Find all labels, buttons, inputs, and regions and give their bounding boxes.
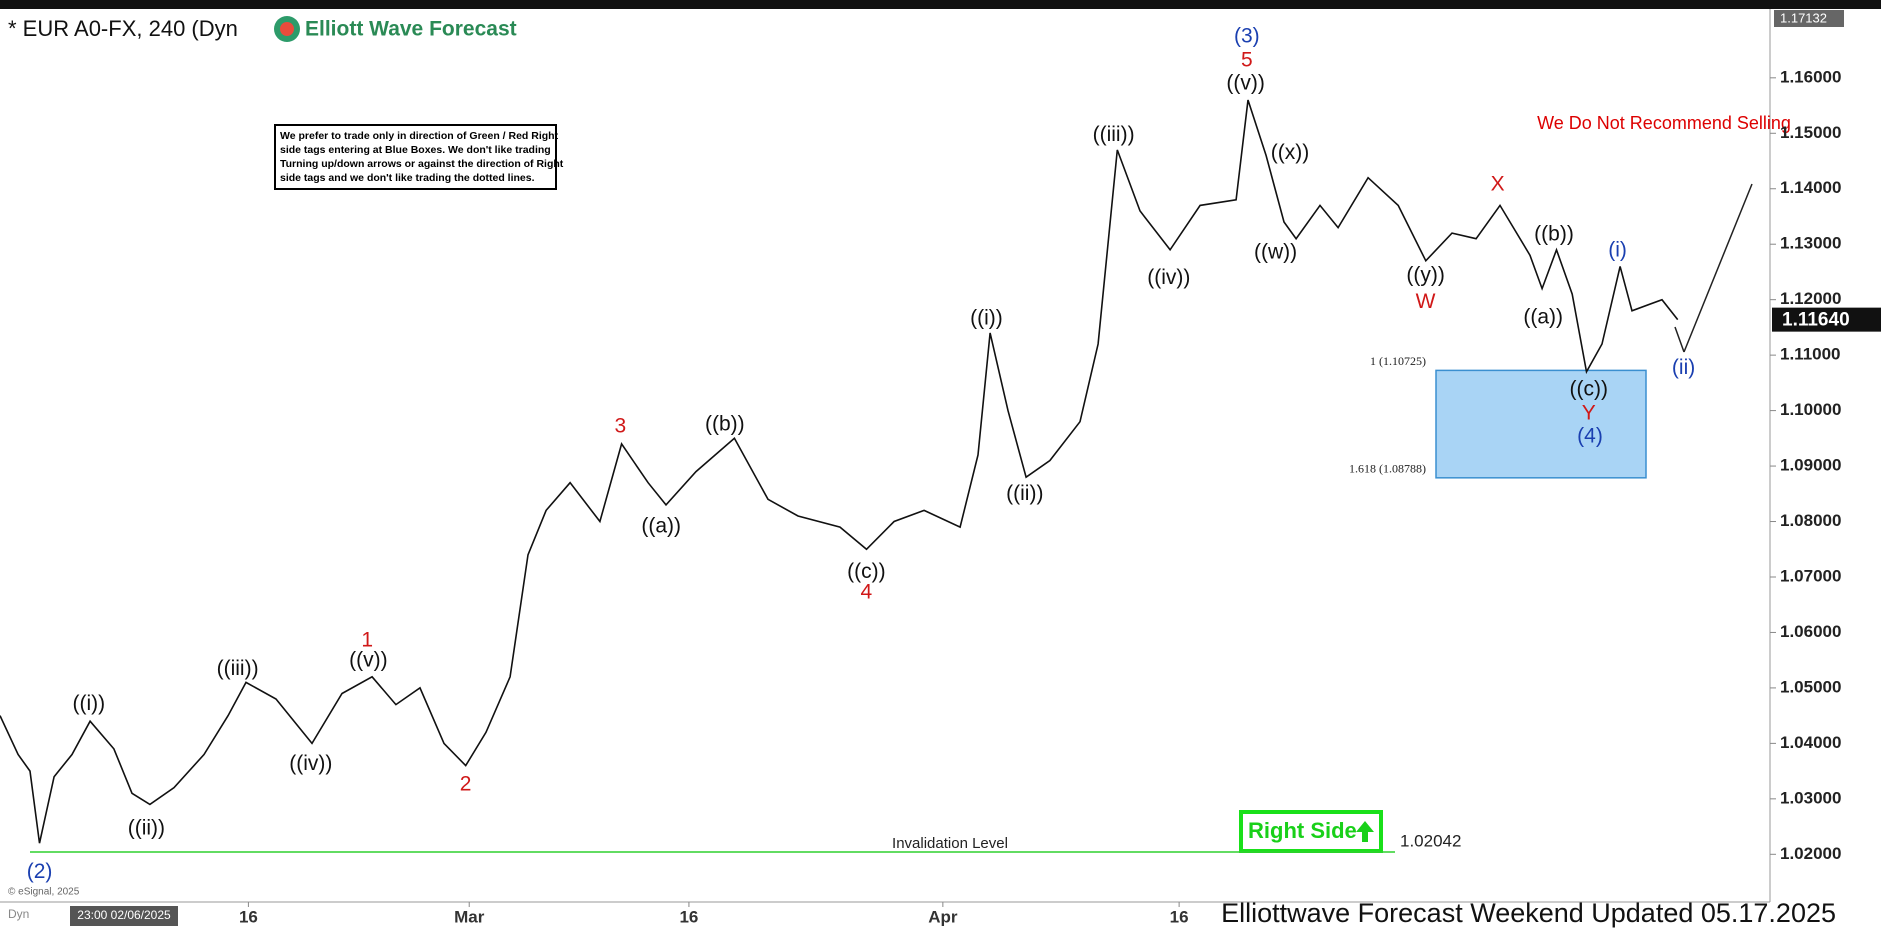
wave-label: ((y)) — [1406, 264, 1444, 287]
wave-label: ((a)) — [641, 514, 681, 537]
right-side-text: Right Side — [1248, 818, 1357, 843]
wave-label: X — [1491, 172, 1505, 195]
top-price: 1.17132 — [1780, 10, 1827, 25]
fib-top-label: 1 (1.10725) — [1370, 354, 1426, 368]
wave-label: 1 — [361, 628, 373, 651]
wave-label: W — [1416, 290, 1436, 313]
copyright: © eSignal, 2025 — [8, 887, 80, 898]
projection-line — [1674, 326, 1685, 353]
y-tick-label: 1.10000 — [1780, 400, 1841, 419]
wave-label: ((iii)) — [1093, 123, 1135, 146]
wave-label: ((v)) — [1226, 72, 1264, 95]
dyn-label: Dyn — [8, 907, 29, 921]
top-bar — [0, 0, 1881, 9]
wave-label: ((a)) — [1523, 306, 1563, 329]
y-tick-label: 1.08000 — [1780, 511, 1841, 530]
wave-label: ((ii)) — [1006, 482, 1043, 505]
y-tick-label: 1.04000 — [1780, 733, 1841, 752]
wave-label: ((iii)) — [217, 657, 259, 680]
y-tick-label: 1.14000 — [1780, 178, 1841, 197]
x-tick-label: Mar — [454, 907, 485, 926]
wave-label: ((i)) — [72, 692, 105, 715]
price-line — [0, 99, 1679, 844]
note-line: We prefer to trade only in direction of … — [280, 130, 559, 142]
note-line: side tags entering at Blue Boxes. We don… — [280, 144, 551, 156]
last-price: 1.11640 — [1782, 310, 1850, 331]
blue-box — [1435, 369, 1647, 479]
x-tick-label: 16 — [1170, 907, 1189, 926]
note-line: side tags and we don't like trading the … — [280, 172, 535, 184]
y-tick-label: 1.16000 — [1780, 67, 1841, 86]
wave-label: (2) — [27, 860, 53, 883]
x-tick-label: 16 — [679, 907, 698, 926]
y-tick-label: 1.11000 — [1780, 345, 1841, 364]
time-box — [70, 906, 178, 926]
invalidation-label: Invalidation Level — [892, 835, 1008, 852]
wave-label: ((b)) — [705, 412, 745, 435]
fib-bottom-label: 1.618 (1.08788) — [1349, 462, 1426, 476]
wave-label: (ii) — [1672, 356, 1695, 379]
wave-label: ((w)) — [1254, 241, 1297, 264]
wave-label: ((b)) — [1534, 223, 1574, 246]
wave-label: ((iv)) — [289, 752, 332, 775]
up-arrow — [1356, 821, 1374, 842]
y-tick-label: 1.03000 — [1780, 788, 1841, 807]
y-tick-label: 1.09000 — [1780, 456, 1841, 475]
y-tick-label: 1.07000 — [1780, 566, 1841, 585]
wave-label: ((c)) — [1570, 378, 1608, 401]
invalidation-value: 1.02042 — [1400, 831, 1461, 850]
y-tick-label: 1.06000 — [1780, 622, 1841, 641]
x-tick-label: 16 — [239, 907, 258, 926]
wave-label: 3 — [615, 415, 627, 438]
wave-label: ((v)) — [349, 649, 387, 672]
start-time: 23:00 02/06/2025 — [77, 908, 171, 922]
wave-label: ((c)) — [847, 560, 885, 583]
wave-label: (3) — [1234, 25, 1260, 48]
wave-label: 5 — [1241, 49, 1253, 72]
projection-line — [1683, 183, 1753, 353]
footer: Elliottwave Forecast Weekend Updated 05.… — [1221, 898, 1836, 928]
wave-label: 4 — [861, 580, 873, 603]
chart-title: * EUR A0-FX, 240 (Dyn — [8, 16, 238, 41]
wave-label: ((iv)) — [1147, 266, 1190, 289]
top-price-box — [1774, 10, 1844, 27]
brand: Elliott Wave Forecast — [305, 18, 517, 41]
y-tick-label: 1.05000 — [1780, 677, 1841, 696]
last-price-box — [1772, 307, 1881, 332]
wave-label: ((i)) — [970, 307, 1003, 330]
wave-label: ((x)) — [1271, 141, 1309, 164]
wave-label: (i) — [1608, 238, 1627, 261]
warning: We Do Not Recommend Selling — [1537, 113, 1791, 133]
wave-label: ((ii)) — [128, 817, 165, 840]
note-line: Turning up/down arrows or against the di… — [280, 158, 564, 170]
wave-label: (4) — [1577, 424, 1603, 447]
y-tick-label: 1.15000 — [1780, 123, 1841, 142]
y-tick-label: 1.13000 — [1780, 234, 1841, 253]
brand-logo-inner — [280, 22, 294, 36]
wave-label: 2 — [460, 772, 472, 795]
y-tick-label: 1.02000 — [1780, 844, 1841, 863]
x-tick-label: Apr — [928, 907, 958, 926]
note-box — [274, 124, 557, 190]
wave-label: Y — [1582, 402, 1596, 425]
y-tick-label: 1.12000 — [1780, 289, 1841, 308]
